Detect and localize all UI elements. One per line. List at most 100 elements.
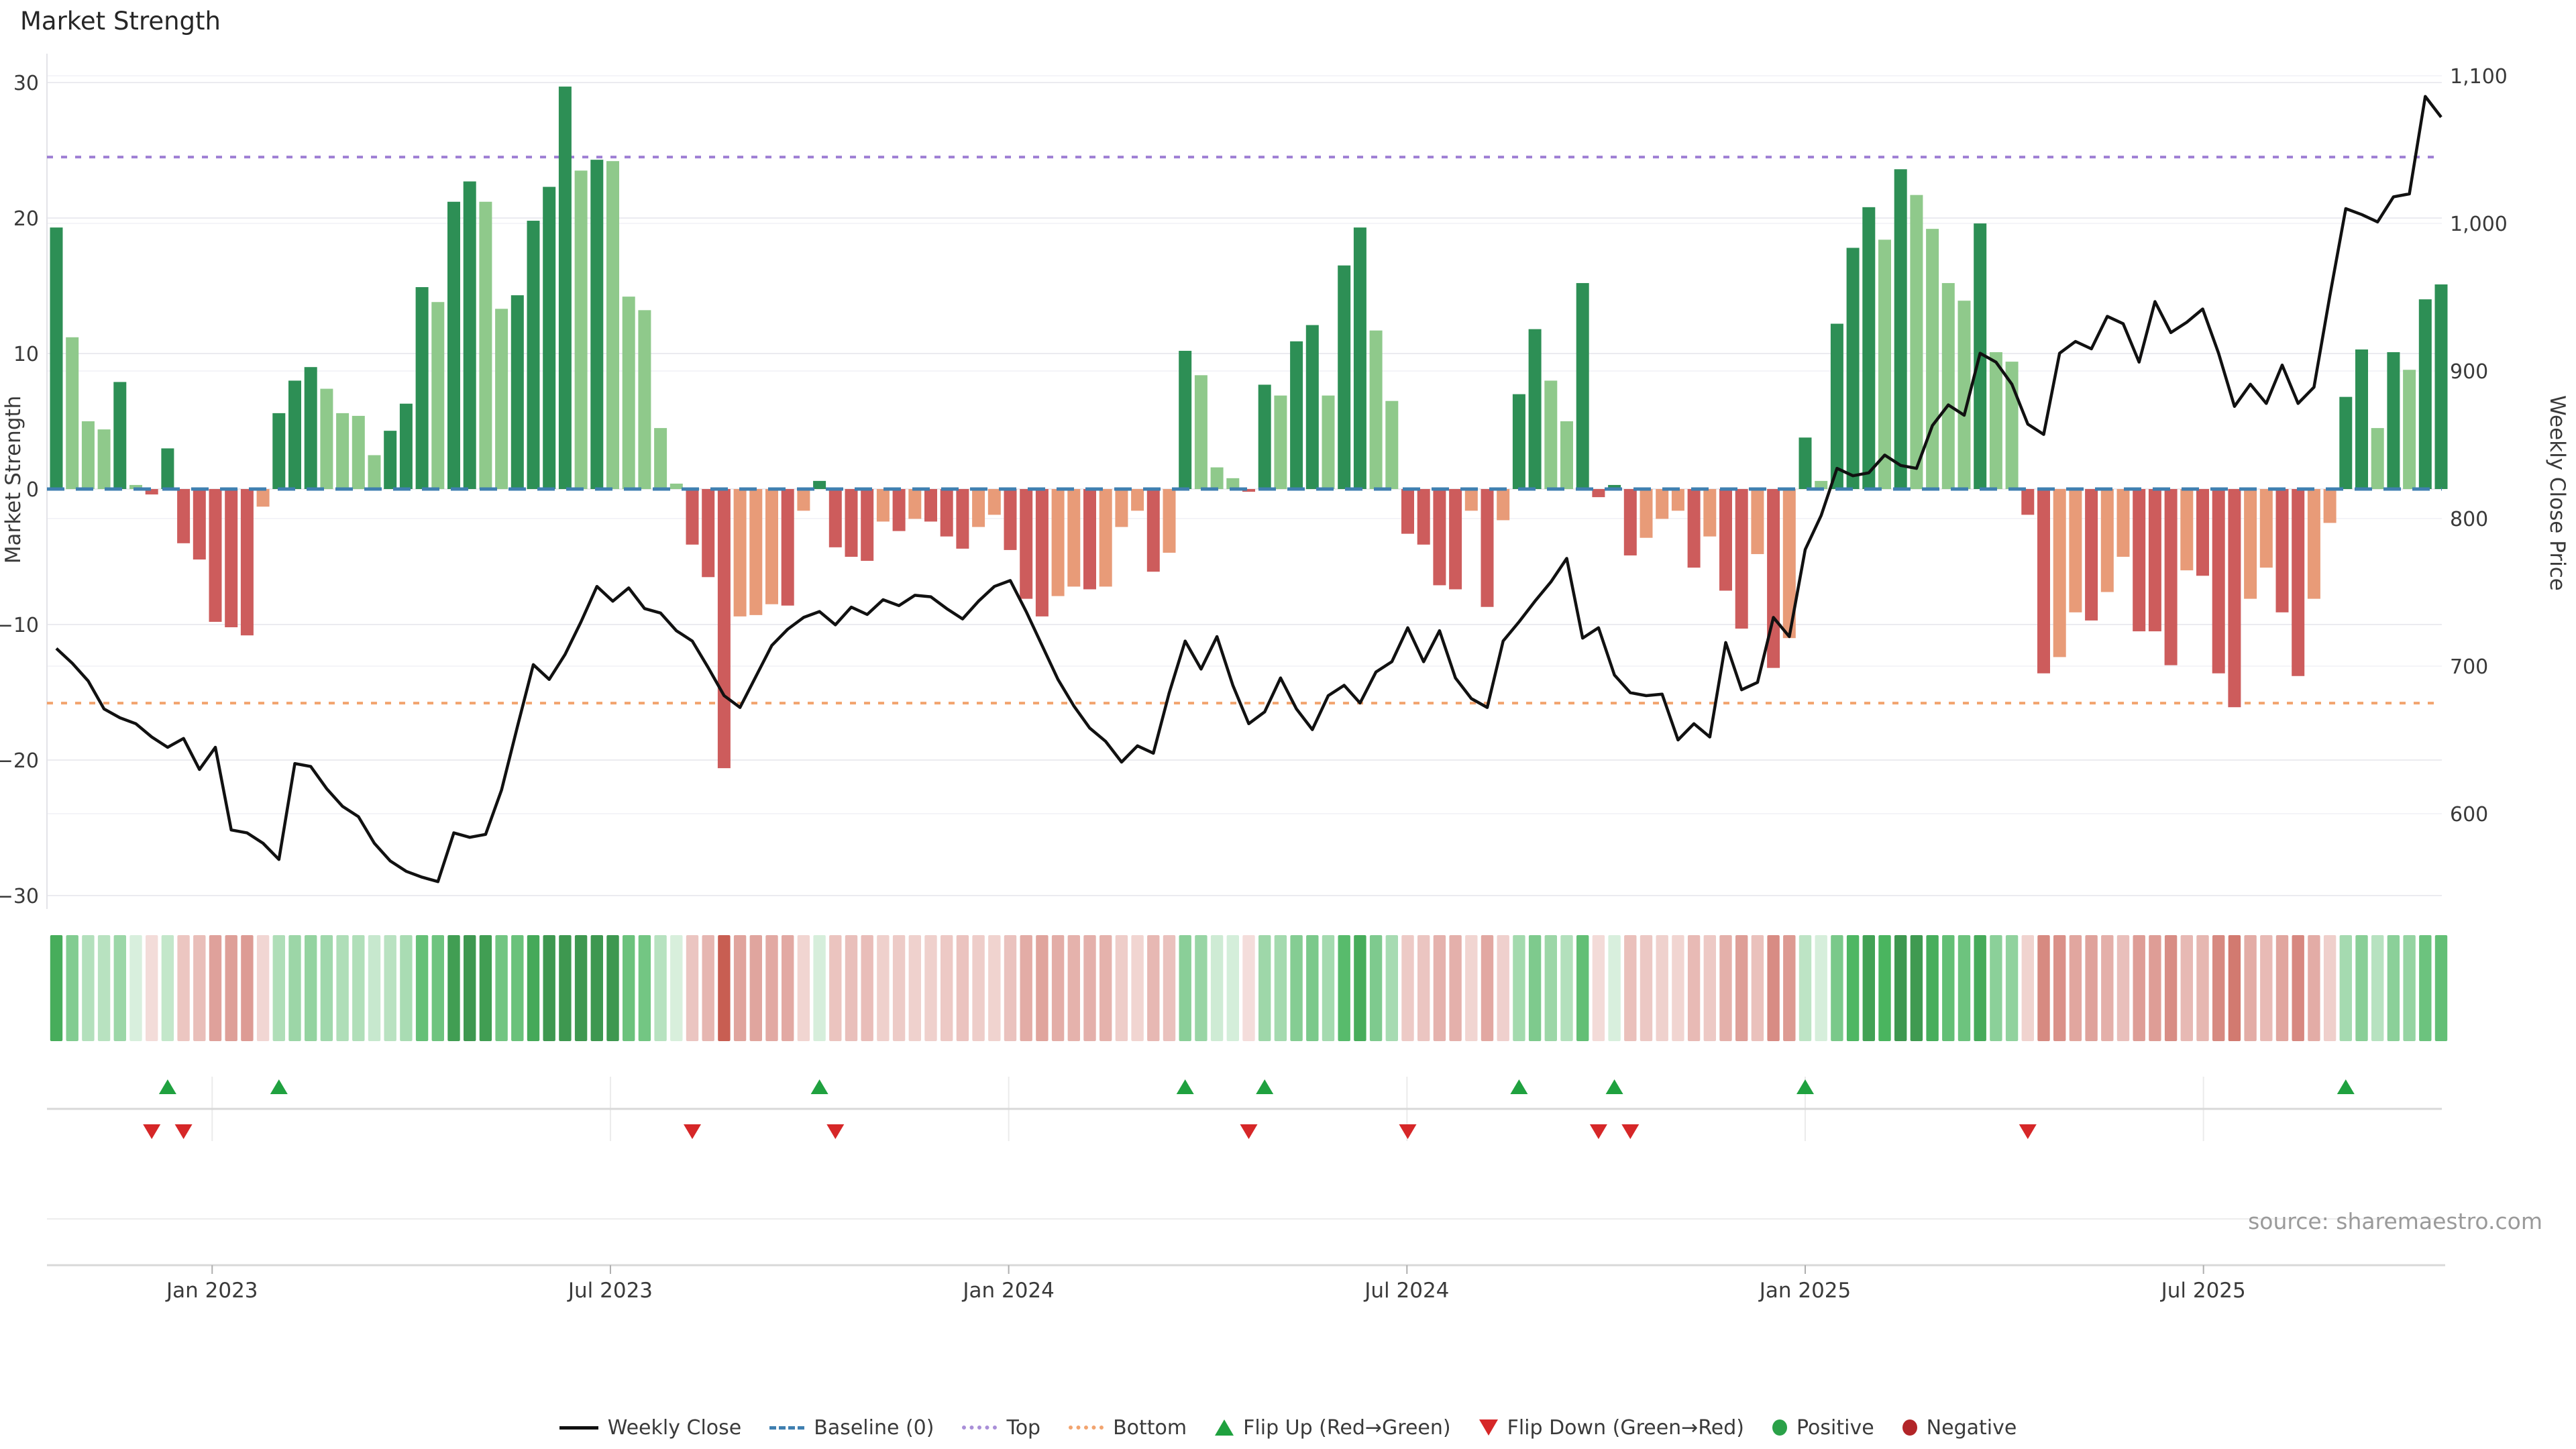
heatmap-cell	[2116, 935, 2130, 1041]
strength-bar	[1608, 484, 1621, 489]
heatmap-cell	[2244, 935, 2257, 1041]
heatmap-cell	[1560, 935, 1573, 1041]
strength-bar	[527, 221, 540, 489]
strength-bar	[2403, 370, 2416, 489]
strength-bar	[2307, 489, 2320, 599]
strength-bar	[1687, 489, 1701, 568]
strength-bar	[2164, 489, 2178, 665]
heatmap-cell	[1656, 935, 1668, 1041]
strength-bar	[1179, 350, 1192, 489]
heatmap-cell	[193, 935, 206, 1041]
price-gridlines	[47, 75, 2442, 814]
heatmap-cell	[1242, 935, 1255, 1041]
strength-bar	[415, 287, 429, 489]
strength-bar	[2005, 362, 2019, 489]
heatmap-cell	[2212, 935, 2225, 1041]
strength-bar	[2148, 489, 2161, 632]
heatmap-cell	[1369, 935, 1383, 1041]
strength-bar	[1258, 384, 1271, 489]
flip-up-marker	[270, 1079, 288, 1094]
strength-bar	[447, 201, 460, 489]
heatmap-cell	[1878, 935, 1891, 1041]
strength-bar	[320, 388, 333, 489]
heatmap-cell	[1131, 935, 1144, 1041]
strength-bar	[1623, 489, 1637, 555]
market-strength-chart-area: source: sharemaestro.com Jan 2023 Jul 2023…	[0, 54, 2569, 1303]
heatmap-cell	[924, 935, 937, 1041]
heatmap-cell	[1020, 935, 1032, 1041]
page-title: Market Strength	[20, 7, 221, 36]
heatmap-cell	[1195, 935, 1208, 1041]
strength-bar	[2069, 489, 2082, 612]
strength-bar	[1115, 489, 1128, 527]
legend-label: Baseline (0)	[814, 1415, 934, 1440]
heatmap-cell	[1385, 935, 1398, 1041]
strength-bar	[1910, 195, 1923, 489]
strength-bar	[813, 480, 826, 489]
heatmap-cell	[1226, 935, 1239, 1041]
heatmap-cell	[1528, 935, 1542, 1041]
strength-bar	[876, 489, 890, 522]
heatmap-cell	[1115, 935, 1128, 1041]
heatmap-cell	[400, 935, 413, 1041]
legend-label: Positive	[1796, 1415, 1874, 1440]
strength-bar	[1385, 400, 1399, 489]
strength-bar	[2387, 352, 2400, 489]
x-tick-label: Jan 2024	[961, 1279, 1055, 1303]
flip-up-marker	[1605, 1079, 1623, 1094]
strength-bar	[1226, 478, 1240, 489]
heatmap-cell	[1687, 935, 1701, 1041]
heatmap-cell	[638, 935, 651, 1041]
heatmap-cell	[892, 935, 906, 1041]
heatmap-cell	[1306, 935, 1319, 1041]
flip-up-marker	[810, 1079, 828, 1094]
left-tick-label: 30	[13, 72, 39, 95]
heatmap-cell	[527, 935, 540, 1041]
legend-label: Flip Down (Green→Red)	[1507, 1415, 1745, 1440]
right-tick-label: 1,100	[2450, 65, 2508, 89]
heatmap-cell	[606, 935, 619, 1041]
heatmap-cell	[845, 935, 858, 1041]
heatmap-cell	[2180, 935, 2193, 1041]
heatmap-cell	[1163, 935, 1176, 1041]
strength-bar	[2037, 489, 2050, 674]
strength-bars	[50, 87, 2448, 769]
left-tick-label: −30	[0, 885, 39, 908]
left-tick-label: 10	[13, 343, 39, 366]
x-tick-label: Jul 2023	[567, 1279, 653, 1303]
heatmap-cell	[797, 935, 810, 1041]
left-tick-label: 0	[26, 478, 39, 502]
heatmap-cell	[479, 935, 492, 1041]
strength-bar	[1051, 489, 1065, 596]
strength-bar	[558, 87, 572, 489]
strength-bar	[733, 489, 747, 616]
heatmap-cell	[1576, 935, 1589, 1041]
strength-bar	[892, 489, 906, 531]
heatmap-cell	[146, 935, 158, 1041]
heatmap-cell	[209, 935, 222, 1041]
strength-bar	[1846, 248, 1860, 489]
strength-bar	[1004, 489, 1017, 550]
strength-bar	[256, 489, 270, 507]
legend-item-positive: Positive	[1772, 1416, 1874, 1440]
heatmap-cell	[1290, 935, 1303, 1041]
heatmap-cell	[241, 935, 254, 1041]
strength-bar	[2355, 349, 2368, 489]
right-tick-label: 700	[2450, 655, 2488, 679]
x-tick-label: Jan 2025	[1758, 1279, 1851, 1303]
heatmap-cell	[1004, 935, 1017, 1041]
strength-bar	[2275, 489, 2289, 612]
heatmap-cell	[1401, 935, 1414, 1041]
strength-bar	[686, 489, 699, 545]
heatmap-cell	[129, 935, 142, 1041]
strength-bar	[1735, 489, 1748, 629]
strength-bar	[177, 489, 191, 543]
heatmap-cell	[1449, 935, 1462, 1041]
flip-up-marker	[158, 1079, 176, 1094]
heatmap-cell	[956, 935, 969, 1041]
heatmap-cell	[431, 935, 444, 1041]
heatmap-cell	[2164, 935, 2178, 1041]
source-note: source: sharemaestro.com	[2248, 1208, 2542, 1234]
strength-bar	[1656, 489, 1669, 519]
heatmap-cell	[384, 935, 396, 1041]
